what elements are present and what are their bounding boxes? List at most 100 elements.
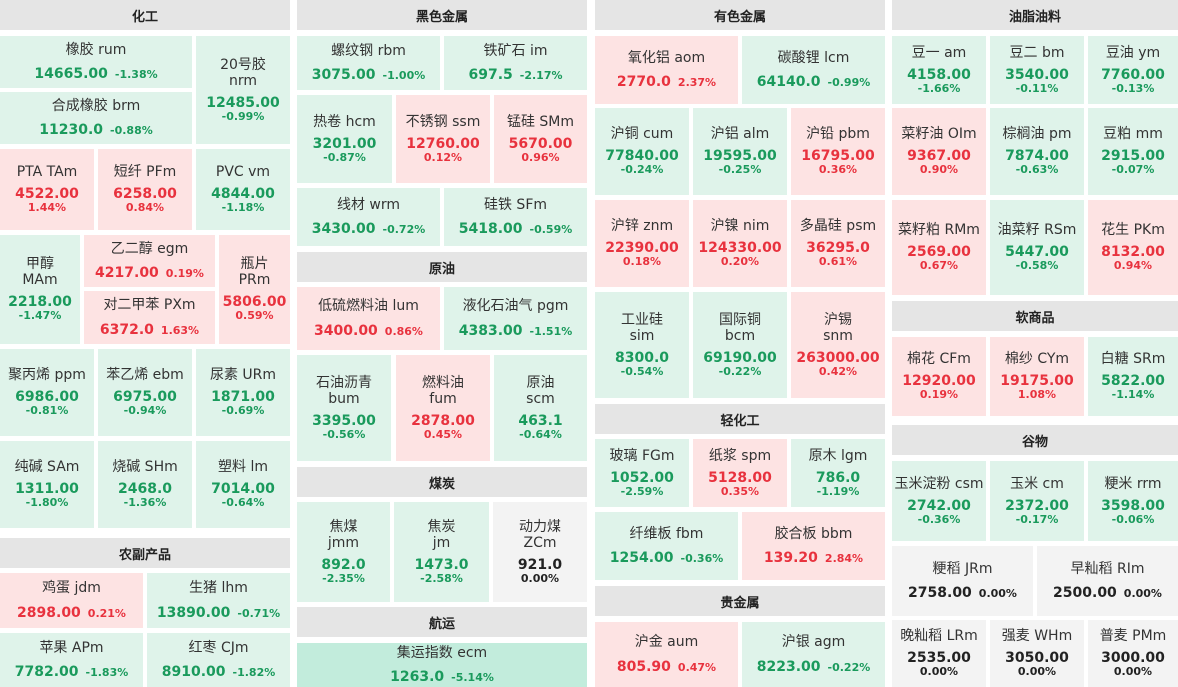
commodity-tile[interactable]: 豆油 ym 7760.00 -0.13% [1088,36,1178,104]
commodity-tile[interactable]: 棉纱 CYm 19175.00 1.08% [990,337,1084,416]
commodity-tile[interactable]: 晚籼稻 LRm 2535.00 0.00% [892,620,986,687]
quote: 5447.00 -0.58% [1005,244,1069,273]
commodity-tile[interactable]: 纸浆 spm 5128.00 0.35% [693,439,787,507]
commodity-tile[interactable]: 原木 lgm 786.0 -1.19% [791,439,885,507]
commodity-name: 焦煤 [329,518,358,535]
commodity-tile[interactable]: 合成橡胶 brm 11230.0 -0.88% [0,92,192,144]
commodity-tile[interactable]: 沪锌 znm 22390.00 0.18% [595,200,689,287]
commodity-tile[interactable]: 菜籽油 OIm 9367.00 0.90% [892,108,986,195]
quote: 12920.00 0.19% [902,373,976,402]
commodity-tile[interactable]: 液化石油气 pgm 4383.00 -1.51% [444,287,587,350]
commodity-name: 胶合板 bbm [774,525,853,542]
commodity-tile[interactable]: 沪银 agm 8223.00 -0.22% [742,622,885,687]
commodity-tile[interactable]: 橡胶 rum 14665.00 -1.38% [0,36,192,88]
commodity-tile[interactable]: 强麦 WHm 3050.00 0.00% [990,620,1084,687]
price-value: 2218.00 [8,294,72,311]
commodity-tile[interactable]: 豆一 am 4158.00 -1.66% [892,36,986,104]
commodity-tile[interactable]: 短纤 PFm 6258.00 0.84% [98,149,192,230]
commodity-tile[interactable]: 20号胶 nrm 12485.00 -0.99% [196,36,290,144]
commodity-tile[interactable]: 动力煤 ZCm 921.0 0.00% [493,502,587,602]
commodity-tile[interactable]: 硅铁 SFm 5418.00 -0.59% [444,188,587,246]
commodity-tile[interactable]: 焦煤 jmm 892.0 -2.35% [297,502,390,602]
commodity-tile[interactable]: 甲醇 MAm 2218.00 -1.47% [0,235,80,344]
commodity-tile[interactable]: 胶合板 bbm 139.20 2.84% [742,512,885,580]
commodity-tile[interactable]: 烧碱 SHm 2468.0 -1.36% [98,441,192,528]
commodity-tile[interactable]: 不锈钢 ssm 12760.00 0.12% [396,95,490,183]
section-header: 化工 [0,0,290,30]
commodity-tile[interactable]: 粳稻 JRm 2758.00 0.00% [892,546,1033,616]
commodity-name: 沪银 agm [781,634,846,651]
commodity-tile[interactable]: 线材 wrm 3430.00 -0.72% [297,188,440,246]
quote: 14665.00 -1.38% [34,66,157,82]
commodity-tile[interactable]: 普麦 PMm 3000.00 0.00% [1088,620,1178,687]
commodity-tile[interactable]: 棕榈油 pm 7874.00 -0.63% [990,108,1084,195]
commodity-tile[interactable]: 沪金 aum 805.90 0.47% [595,622,738,687]
commodity-tile[interactable]: 沪锡 snm 263000.00 0.42% [791,292,885,398]
price-value: 3050.00 [1005,650,1069,667]
commodity-tile[interactable]: 豆粕 mm 2915.00 -0.07% [1088,108,1178,195]
commodity-name: 沪铜 cum [610,126,674,143]
commodity-tile[interactable]: PVC vm 4844.00 -1.18% [196,149,290,230]
commodity-name: 硅铁 SFm [483,196,548,213]
commodity-tile[interactable]: 早籼稻 RIm 2500.00 0.00% [1037,546,1178,616]
commodity-tile[interactable]: 玻璃 FGm 1052.00 -2.59% [595,439,689,507]
commodity-tile[interactable]: 纤维板 fbm 1254.00 -0.36% [595,512,738,580]
commodity-tile[interactable]: 粳米 rrm 3598.00 -0.06% [1088,461,1178,541]
commodity-tile[interactable]: 塑料 lm 7014.00 -0.64% [196,441,290,528]
commodity-tile[interactable]: 菜籽粕 RMm 2569.00 0.67% [892,200,986,295]
commodity-tile[interactable]: 焦炭 jm 1473.0 -2.58% [394,502,489,602]
price-value: 3430.00 [311,221,376,237]
commodity-tile[interactable]: 纯碱 SAm 1311.00 -1.80% [0,441,94,528]
commodity-tile[interactable]: 铁矿石 im 697.5 -2.17% [444,36,587,90]
commodity-tile[interactable]: 低硫燃料油 lum 3400.00 0.86% [297,287,440,350]
commodity-tile[interactable]: 沪铝 alm 19595.00 -0.25% [693,108,787,195]
commodity-tile[interactable]: 多晶硅 psm 36295.0 0.61% [791,200,885,287]
commodity-tile[interactable]: 原油 scm 463.1 -0.64% [494,355,587,461]
commodity-tile[interactable]: 工业硅 sim 8300.0 -0.54% [595,292,689,398]
commodity-tile[interactable]: 苯乙烯 ebm 6975.00 -0.94% [98,349,192,436]
quote: 64140.0 -0.99% [757,74,871,90]
commodity-name: 沪锡 [824,311,852,328]
commodity-tile[interactable]: 豆二 bm 3540.00 -0.11% [990,36,1084,104]
commodity-tile[interactable]: 玉米淀粉 csm 2742.00 -0.36% [892,461,986,541]
commodity-tile[interactable]: 燃料油 fum 2878.00 0.45% [396,355,490,461]
commodity-name: 早籼稻 RIm [1070,560,1145,577]
commodity-tile[interactable]: 集运指数 ecm 1263.0 -5.14% [297,643,587,687]
commodity-tile[interactable]: 沪铜 cum 77840.00 -0.24% [595,108,689,195]
commodity-tile[interactable]: 沪镍 nim 124330.00 0.20% [693,200,787,287]
change-percent: 0.12% [423,150,463,164]
commodity-tile[interactable]: 瓶片 PRm 5806.00 0.59% [219,235,290,344]
commodity-tile[interactable]: PTA TAm 4522.00 1.44% [0,149,94,230]
commodity-tile[interactable]: 国际铜 bcm 69190.00 -0.22% [693,292,787,398]
commodity-tile[interactable]: 氧化铝 aom 2770.0 2.37% [595,36,738,104]
price-value: 3598.00 [1101,497,1165,514]
commodity-tile[interactable]: 对二甲苯 PXm 6372.0 1.63% [84,291,215,344]
commodity-tile[interactable]: 苹果 APm 7782.00 -1.83% [0,633,143,687]
commodity-code: sim [629,327,655,344]
price-value: 2898.00 [17,604,81,621]
commodity-tile[interactable]: 尿素 URm 1871.00 -0.69% [196,349,290,436]
change-percent: -1.80% [25,496,69,510]
commodity-tile[interactable]: 白糖 SRm 5822.00 -1.14% [1088,337,1178,416]
quote: 3395.00 -0.56% [312,413,376,442]
change-percent: 0.45% [423,427,463,441]
commodity-tile[interactable]: 沪铅 pbm 16795.00 0.36% [791,108,885,195]
commodity-tile[interactable]: 石油沥青 bum 3395.00 -0.56% [297,355,391,461]
commodity-tile[interactable]: 锰硅 SMm 5670.00 0.96% [494,95,587,183]
commodity-tile[interactable]: 乙二醇 egm 4217.00 0.19% [84,235,215,287]
commodity-tile[interactable]: 红枣 CJm 8910.00 -1.82% [147,633,290,687]
commodity-tile[interactable]: 聚丙烯 ppm 6986.00 -0.81% [0,349,94,436]
price-value: 892.0 [321,556,366,573]
commodity-tile[interactable]: 棉花 CFm 12920.00 0.19% [892,337,986,416]
change-percent: -1.82% [232,666,276,679]
commodity-tile[interactable]: 生猪 lhm 13890.00 -0.71% [147,573,290,628]
change-percent: -0.22% [718,364,762,378]
commodity-tile[interactable]: 油菜籽 RSm 5447.00 -0.58% [990,200,1084,295]
commodity-tile[interactable]: 热卷 hcm 3201.00 -0.87% [297,95,392,183]
commodity-tile[interactable]: 玉米 cm 2372.00 -0.17% [990,461,1084,541]
commodity-tile[interactable]: 螺纹钢 rbm 3075.00 -1.00% [297,36,440,90]
commodity-tile[interactable]: 鸡蛋 jdm 2898.00 0.21% [0,573,143,628]
quote: 1263.0 -5.14% [390,669,494,685]
commodity-tile[interactable]: 花生 PKm 8132.00 0.94% [1088,200,1178,295]
commodity-tile[interactable]: 碳酸锂 lcm 64140.0 -0.99% [742,36,885,104]
